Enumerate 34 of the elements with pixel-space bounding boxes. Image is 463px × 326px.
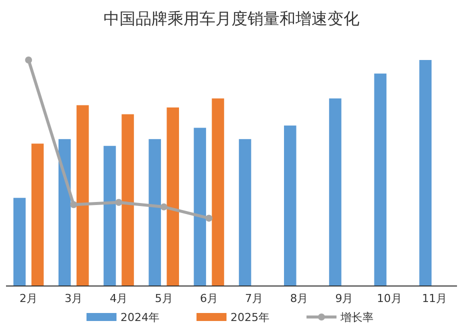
bar (122, 114, 134, 286)
chart-title: 中国品牌乘用车月度销量和增速变化 (104, 9, 360, 28)
legend-label: 增长率 (340, 311, 374, 324)
point (25, 56, 32, 64)
bar (329, 98, 342, 286)
x-tick-label: 6月 (200, 292, 218, 305)
bar (194, 128, 206, 286)
point (205, 214, 212, 222)
bar (13, 198, 26, 286)
bar (166, 107, 180, 286)
point (115, 198, 122, 206)
bar (148, 139, 161, 286)
bar (58, 139, 71, 286)
x-tick-label: 2月 (20, 292, 38, 305)
legend-label: 2024年 (120, 311, 160, 324)
x-tick-label: 11月 (422, 292, 447, 305)
bar (212, 98, 224, 286)
x-tick-label: 5月 (154, 292, 173, 305)
bar (374, 74, 386, 286)
point (160, 203, 168, 210)
bar (76, 105, 89, 286)
x-tick-label: 4月 (110, 292, 128, 305)
x-tick-label: 8月 (290, 292, 308, 305)
bar (31, 144, 44, 286)
x-tick-label: 3月 (64, 292, 83, 305)
bar (104, 146, 116, 286)
x-tick-label: 7月 (245, 292, 264, 305)
x-tick-label: 9月 (335, 292, 354, 305)
bar (419, 60, 432, 286)
bar (284, 126, 296, 286)
legend-label: 2025年 (230, 311, 270, 324)
bar (238, 139, 252, 286)
point (70, 201, 78, 208)
x-tick-label: 10月 (376, 292, 402, 305)
